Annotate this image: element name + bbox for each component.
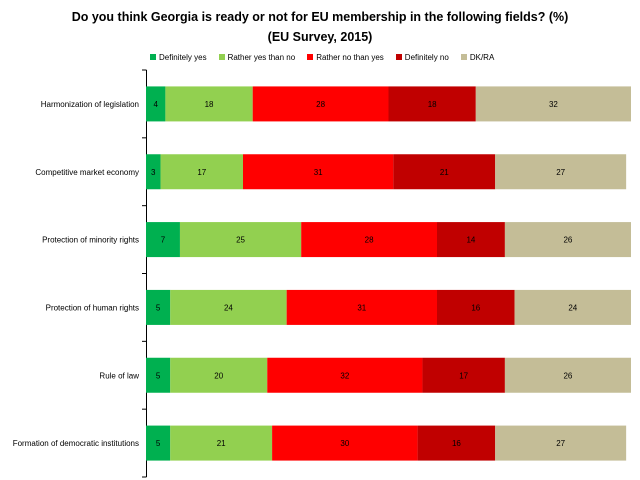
bar-segment: [504, 357, 631, 393]
data-label: 14: [466, 236, 475, 245]
legend-item: Definitely yes: [150, 53, 207, 62]
legend-label: Definitely yes: [159, 52, 207, 62]
bar-segment: [437, 222, 505, 258]
data-label: 24: [568, 303, 577, 312]
legend-swatch: [307, 54, 314, 60]
data-label: 30: [340, 439, 349, 448]
data-label: 5: [156, 439, 161, 448]
data-label: 31: [357, 303, 366, 312]
category-label: Formation of democratic institutions: [13, 439, 139, 448]
legend-item: Rather yes than no: [218, 52, 296, 62]
data-label: 7: [161, 236, 166, 245]
data-label: 26: [563, 236, 572, 245]
bar-segment: [146, 222, 180, 258]
category-label: Protection of minority rights: [42, 236, 139, 245]
legend: Definitely yes Rather yes than no Rather n…: [150, 50, 506, 64]
category-label: Harmonization of legislation: [41, 100, 139, 109]
data-label: 28: [316, 100, 325, 109]
data-label: 18: [428, 100, 437, 109]
data-label: 18: [205, 100, 214, 109]
data-label: 24: [224, 303, 233, 312]
legend-item: Definitely no: [395, 52, 449, 62]
data-label: 20: [214, 371, 223, 380]
bar-segment: [165, 86, 253, 122]
legend-label: Rather yes than no: [227, 52, 296, 62]
data-label: 5: [156, 371, 161, 380]
bar-segment: [301, 222, 437, 258]
bar-segment: [504, 222, 631, 258]
chart-title-line: Do you think Georgia is ready or not for…: [71, 10, 569, 24]
data-label: 28: [365, 236, 374, 245]
legend-swatch: [460, 54, 467, 60]
bar-segment: [146, 289, 171, 325]
bar-segment: [495, 154, 627, 190]
bar-segment: [252, 86, 389, 122]
legend-item: DK/RA: [460, 52, 495, 62]
legend-swatch: [218, 54, 225, 60]
data-label: 27: [556, 168, 565, 177]
bar-segment: [272, 425, 418, 461]
bar-segment: [286, 289, 437, 325]
legend-swatch: [395, 54, 402, 60]
data-label: 16: [452, 439, 461, 448]
bar-segment: [170, 425, 273, 461]
bar-segment: [393, 154, 496, 190]
data-label: 31: [314, 168, 323, 177]
bar-segment: [514, 289, 631, 325]
bar-segment: [475, 86, 631, 122]
data-label: 3: [151, 168, 156, 177]
data-label: 5: [156, 303, 161, 312]
chart-title: Do you think Georgia is ready or not for…: [0, 7, 640, 47]
legend-label: Rather no than yes: [316, 52, 384, 62]
bar-segment: [267, 357, 423, 393]
data-label: 16: [471, 303, 480, 312]
category-label: Protection of human rights: [46, 303, 139, 312]
legend-item: Rather no than yes: [307, 53, 384, 62]
bar-segment: [146, 425, 171, 461]
bar-segment: [170, 289, 287, 325]
chart-subtitle: (EU Survey, 2015): [267, 30, 373, 44]
data-label: 17: [459, 371, 468, 380]
category-label: Competitive market economy: [35, 168, 139, 177]
bar-segment: [146, 357, 171, 393]
bar-segment: [170, 357, 268, 393]
data-label: 21: [217, 439, 226, 448]
data-label: 32: [549, 100, 558, 109]
data-label: 21: [440, 168, 449, 177]
bar-segment: [160, 154, 243, 190]
data-label: 4: [153, 100, 158, 109]
data-label: 25: [236, 236, 245, 245]
legend-label: Definitely no: [404, 52, 449, 62]
bar-segment: [146, 86, 166, 122]
category-label: Rule of law: [99, 371, 139, 380]
legend-label: DK/RA: [469, 52, 495, 62]
data-label: 32: [340, 371, 349, 380]
bar-segment: [417, 425, 496, 461]
legend-swatch: [150, 54, 156, 60]
bar-segment: [146, 154, 161, 190]
data-label: 27: [556, 439, 565, 448]
bar-segment: [388, 86, 476, 122]
bar-segment: [422, 357, 505, 393]
bar-segment: [495, 425, 627, 461]
bar-segment: [437, 289, 515, 325]
bar-segment: [243, 154, 394, 190]
data-label: 17: [197, 168, 206, 177]
bar-segment: [179, 222, 302, 258]
data-label: 26: [563, 371, 572, 380]
